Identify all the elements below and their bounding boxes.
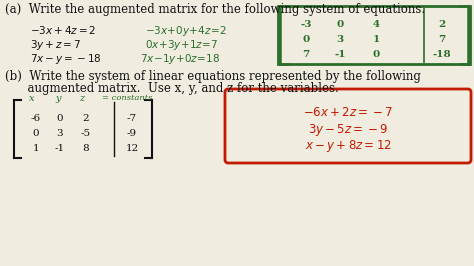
Text: -6: -6: [31, 114, 41, 123]
Text: $-3x\!+\!0y\!+\!4z\!=\!2$: $-3x\!+\!0y\!+\!4z\!=\!2$: [145, 24, 227, 38]
Text: 7: 7: [302, 50, 310, 59]
Text: 12: 12: [126, 144, 138, 153]
Text: (b)  Write the system of linear equations represented by the following: (b) Write the system of linear equations…: [5, 70, 421, 83]
Text: -9: -9: [127, 129, 137, 138]
Text: z: z: [80, 94, 84, 103]
Text: 3: 3: [337, 35, 344, 44]
Text: $-6x+2z=-7$: $-6x+2z=-7$: [303, 106, 393, 119]
Text: -1: -1: [334, 50, 346, 59]
Text: 1: 1: [373, 35, 380, 44]
Text: 1: 1: [33, 144, 39, 153]
Text: -3: -3: [301, 20, 312, 29]
Text: $0x\!+\!3y\!+\!1z\!=\!7$: $0x\!+\!3y\!+\!1z\!=\!7$: [145, 38, 219, 52]
Text: x: x: [29, 94, 35, 103]
Text: 0: 0: [337, 20, 344, 29]
Text: 4: 4: [373, 20, 380, 29]
Text: $7x - y = -18$: $7x - y = -18$: [30, 52, 101, 66]
Text: $3y + z = 7$: $3y + z = 7$: [30, 38, 82, 52]
Text: $x-y+8z=12$: $x-y+8z=12$: [304, 138, 392, 154]
Text: augmented matrix.  Use x, y, and z for the variables.: augmented matrix. Use x, y, and z for th…: [5, 82, 339, 95]
Text: 2: 2: [438, 20, 446, 29]
Text: -1: -1: [55, 144, 65, 153]
Text: (a)  Write the augmented matrix for the following system of equations.: (a) Write the augmented matrix for the f…: [5, 3, 425, 16]
Text: = constants: = constants: [102, 94, 152, 102]
Text: $7x\!-\!1y\!+\!0z\!=\!18$: $7x\!-\!1y\!+\!0z\!=\!18$: [140, 52, 220, 66]
Text: 2: 2: [82, 114, 89, 123]
Text: 0: 0: [373, 50, 380, 59]
Text: -7: -7: [127, 114, 137, 123]
Text: $3y-5z=-9$: $3y-5z=-9$: [308, 122, 388, 138]
Text: y: y: [55, 94, 61, 103]
Text: 7: 7: [438, 35, 446, 44]
Text: -18: -18: [433, 50, 451, 59]
Text: 0: 0: [33, 129, 39, 138]
Text: $-3x + 4z = 2$: $-3x + 4z = 2$: [30, 24, 97, 36]
Text: 0: 0: [57, 114, 64, 123]
Text: 0: 0: [302, 35, 310, 44]
Text: -5: -5: [81, 129, 91, 138]
Text: 3: 3: [57, 129, 64, 138]
Text: 8: 8: [82, 144, 89, 153]
Bar: [278, 6, 470, 64]
